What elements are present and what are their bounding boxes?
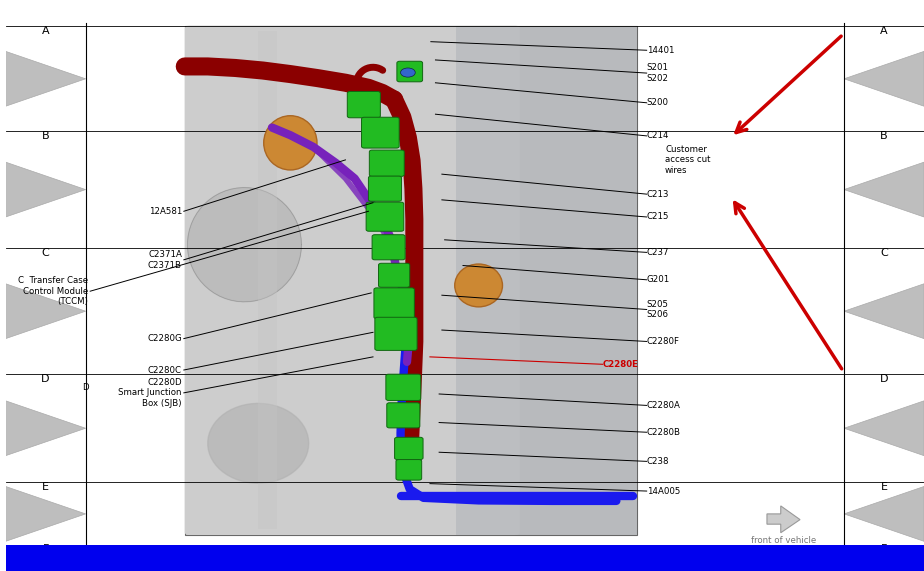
Text: C237: C237: [647, 248, 669, 257]
FancyBboxPatch shape: [375, 317, 417, 351]
Text: C2280G: C2280G: [147, 334, 182, 343]
Polygon shape: [188, 188, 301, 302]
Text: C238: C238: [647, 457, 669, 466]
Text: B: B: [42, 131, 50, 142]
Text: 3: 3: [319, 553, 326, 564]
Text: A: A: [881, 26, 888, 36]
Text: F: F: [881, 544, 887, 554]
FancyBboxPatch shape: [369, 176, 401, 201]
Ellipse shape: [455, 264, 503, 307]
Text: C2280D
Smart Junction
Box (SJB): C2280D Smart Junction Box (SJB): [118, 378, 182, 408]
Polygon shape: [6, 401, 86, 456]
Polygon shape: [767, 506, 800, 533]
Bar: [6, 545, 924, 571]
FancyBboxPatch shape: [347, 91, 381, 118]
Text: Customer
access cut
wires: Customer access cut wires: [665, 145, 711, 175]
Ellipse shape: [263, 116, 317, 170]
FancyBboxPatch shape: [374, 288, 414, 319]
Text: 14401: 14401: [647, 46, 675, 55]
Text: C  Transfer Case
Control Module
(TCCM): C Transfer Case Control Module (TCCM): [18, 276, 89, 306]
Text: D: D: [880, 374, 888, 384]
Polygon shape: [208, 403, 309, 483]
Text: A: A: [42, 26, 50, 36]
FancyBboxPatch shape: [361, 117, 399, 148]
FancyBboxPatch shape: [387, 403, 419, 428]
Text: 14A005: 14A005: [647, 486, 680, 496]
FancyBboxPatch shape: [370, 150, 404, 176]
Polygon shape: [6, 284, 86, 339]
Text: D: D: [81, 383, 89, 392]
Text: C: C: [42, 248, 50, 259]
Text: C2280F: C2280F: [647, 337, 680, 346]
Polygon shape: [6, 51, 86, 106]
FancyBboxPatch shape: [372, 235, 405, 260]
Bar: [258, 31, 276, 529]
Bar: [456, 26, 638, 535]
Text: C2280B: C2280B: [647, 428, 681, 437]
Text: G201: G201: [647, 275, 670, 284]
Text: E: E: [43, 482, 49, 493]
Text: 12A581: 12A581: [149, 207, 182, 216]
Text: C213: C213: [647, 190, 669, 199]
FancyBboxPatch shape: [396, 460, 421, 480]
Text: front of vehicle: front of vehicle: [751, 536, 816, 545]
Text: 2: 2: [209, 553, 216, 564]
Text: C2280A: C2280A: [647, 401, 681, 410]
Text: 6: 6: [614, 553, 622, 564]
Text: S201
S202: S201 S202: [647, 63, 669, 83]
Bar: [185, 26, 638, 535]
Polygon shape: [845, 486, 924, 541]
FancyBboxPatch shape: [185, 26, 520, 535]
Polygon shape: [845, 51, 924, 106]
Text: C2280C: C2280C: [148, 365, 182, 375]
Polygon shape: [845, 162, 924, 217]
Text: 1: 1: [107, 553, 116, 564]
FancyBboxPatch shape: [366, 202, 404, 231]
Circle shape: [401, 68, 415, 77]
FancyBboxPatch shape: [395, 437, 423, 460]
FancyBboxPatch shape: [379, 263, 409, 287]
Text: E: E: [881, 482, 888, 493]
Text: 5: 5: [520, 553, 528, 564]
Text: S200: S200: [647, 98, 669, 107]
Polygon shape: [6, 486, 86, 541]
Text: B: B: [881, 131, 888, 142]
Text: C2280E: C2280E: [602, 360, 638, 369]
Text: 8: 8: [833, 553, 841, 564]
Text: D: D: [42, 374, 50, 384]
Text: C214: C214: [647, 131, 669, 140]
Text: C2371A
C2371B: C2371A C2371B: [148, 250, 182, 270]
FancyBboxPatch shape: [386, 374, 420, 400]
Polygon shape: [845, 401, 924, 456]
Text: C215: C215: [647, 212, 669, 222]
Text: S205
S206: S205 S206: [647, 300, 669, 319]
Polygon shape: [845, 284, 924, 339]
Text: 7: 7: [716, 553, 724, 564]
Text: C: C: [881, 248, 888, 259]
Polygon shape: [6, 162, 86, 217]
Text: F: F: [43, 544, 49, 554]
Text: 4: 4: [421, 553, 430, 564]
FancyBboxPatch shape: [397, 61, 422, 82]
